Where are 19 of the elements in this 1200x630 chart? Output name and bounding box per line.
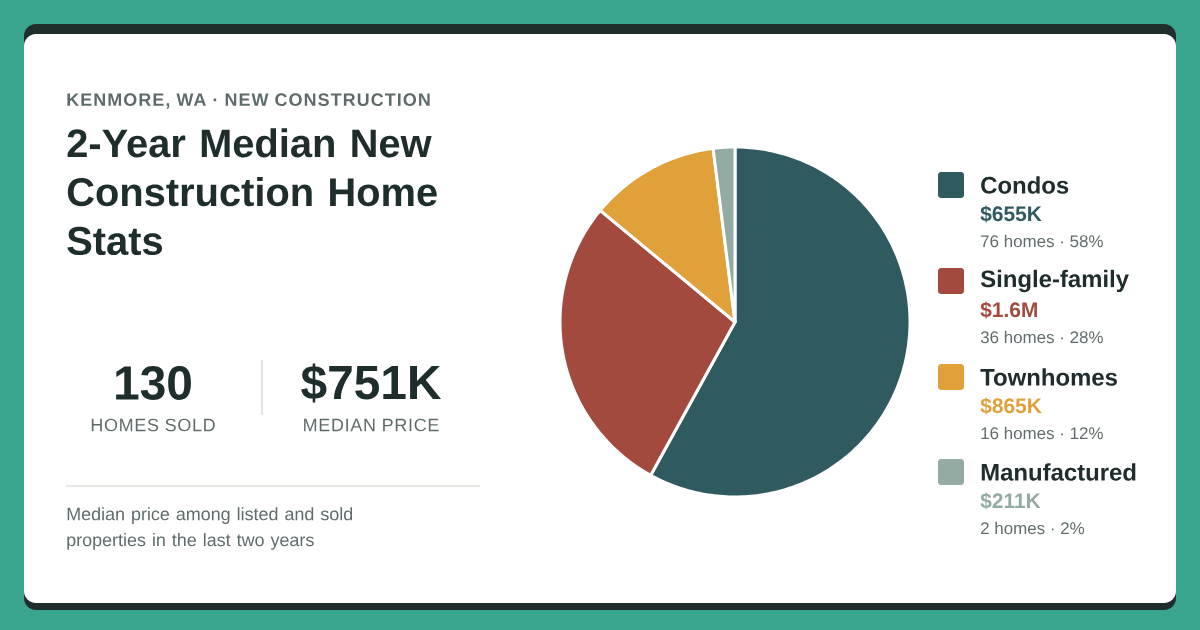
text: $865K xyxy=(980,397,1042,415)
legend-label: Manufactured xyxy=(981,463,1136,481)
text: 130 xyxy=(116,366,191,400)
legend-label: Condos xyxy=(981,176,1069,194)
legend-label: Single-family xyxy=(980,269,1129,293)
legend-label: Townhomes xyxy=(980,368,1117,386)
text: MEDIAN PRICE xyxy=(304,418,439,432)
text: $1.6M xyxy=(980,301,1037,319)
text: 2-Year Median New Construction Home Stats xyxy=(67,128,437,256)
text: 36 homes · 28% xyxy=(980,330,1103,344)
text: $211K xyxy=(980,492,1041,510)
text: KENMORE, WA · NEW CONSTRUCTION xyxy=(67,93,430,109)
text: Median price among listed and sold properties in the last two years xyxy=(67,507,353,550)
text: $751K xyxy=(301,363,441,403)
text: $655K xyxy=(980,205,1042,223)
text: HOMES SOLD xyxy=(91,418,215,432)
text: 76 homes · 58% xyxy=(981,234,1103,248)
text: 16 homes · 12% xyxy=(981,426,1103,440)
text: 2 homes · 2% xyxy=(981,521,1085,535)
